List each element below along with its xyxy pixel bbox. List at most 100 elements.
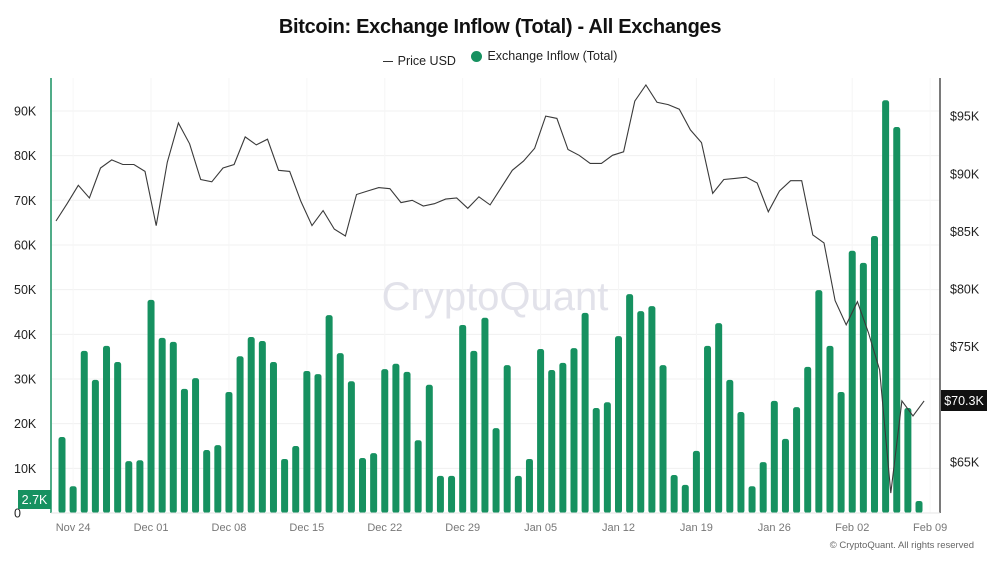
x-tick-label: Dec 01 [134, 522, 169, 534]
inflow-bar [503, 365, 511, 513]
inflow-bar [514, 475, 522, 513]
inflow-bar [548, 370, 556, 513]
inflow-bar [436, 475, 444, 513]
left-y-tick-label: 60K [14, 238, 37, 252]
svg-text:$70.3K: $70.3K [944, 394, 984, 408]
inflow-bar [481, 317, 489, 513]
inflow-bar [314, 374, 322, 513]
inflow-bar [247, 337, 255, 513]
inflow-bar [848, 250, 856, 513]
inflow-bar [425, 384, 433, 513]
inflow-bar [592, 408, 600, 513]
left-y-tick-label: 50K [14, 283, 37, 297]
inflow-bar [470, 350, 478, 513]
inflow-bar [815, 290, 823, 513]
inflow-bar [793, 407, 801, 513]
inflow-bar [681, 484, 689, 513]
inflow-bar [303, 370, 311, 513]
copyright-notice: © CryptoQuant. All rights reserved [829, 540, 974, 551]
chart-title: Bitcoin: Exchange Inflow (Total) - All E… [278, 16, 722, 38]
svg-text:2.7K: 2.7K [22, 493, 48, 507]
left-y-tick-label: 0 [14, 507, 21, 521]
inflow-bar [603, 402, 611, 513]
inflow-bar [359, 458, 367, 513]
x-tick-label: Nov 24 [56, 522, 91, 534]
legend-label-inflow: Exchange Inflow (Total) [487, 49, 618, 63]
x-tick-label: Jan 19 [680, 522, 713, 534]
legend-item-price[interactable]: Price USD [382, 54, 456, 68]
inflow-bar [537, 349, 545, 513]
inflow-bars [58, 100, 923, 513]
inflow-bar [581, 312, 589, 513]
x-tick-label: Jan 05 [524, 522, 557, 534]
inflow-bar [147, 299, 155, 513]
x-tick-label: Dec 15 [289, 522, 324, 534]
left-y-tick-label: 80K [14, 149, 37, 163]
inflow-bar [69, 486, 77, 513]
inflow-bar [180, 388, 188, 513]
left-y-ticks: 0 10K 20K 30K 40K 50K 60K 70K 80K 90K [14, 104, 37, 520]
inflow-bar [804, 366, 812, 513]
inflow-bar [91, 379, 99, 513]
inflow-bar [748, 486, 756, 513]
inflow-bar [336, 353, 344, 513]
right-value-badge: $70.3K [941, 390, 987, 411]
inflow-bar [626, 294, 634, 513]
inflow-bar [459, 324, 467, 513]
inflow-bar [492, 428, 500, 513]
inflow-bar [904, 408, 912, 513]
inflow-bar [381, 369, 389, 513]
right-y-tick-label: $90K [950, 167, 980, 181]
left-value-badge: 2.7K [18, 490, 51, 509]
x-tick-label: Dec 22 [367, 522, 402, 534]
inflow-bar [169, 341, 177, 513]
x-ticks: Nov 24 Dec 01 Dec 08 Dec 15 Dec 22 Dec 29 Jan … [56, 522, 948, 534]
inflow-bar [114, 362, 122, 513]
inflow-bar [269, 362, 277, 513]
legend-item-inflow[interactable]: Exchange Inflow (Total) [471, 49, 617, 63]
price-line [55, 84, 925, 494]
x-tick-label: Jan 26 [758, 522, 791, 534]
inflow-bar [370, 453, 378, 513]
watermark: CryptoQuant [382, 275, 609, 319]
inflow-bar [103, 345, 111, 513]
right-y-tick-label: $95K [950, 110, 980, 124]
left-y-tick-label: 90K [14, 104, 37, 118]
inflow-bar [737, 412, 745, 513]
inflow-bar [258, 341, 266, 513]
x-tick-label: Dec 08 [212, 522, 247, 534]
inflow-bar [325, 315, 333, 513]
inflow-bar [882, 100, 890, 513]
inflow-bar [692, 450, 700, 513]
left-y-tick-label: 30K [14, 372, 37, 386]
dot-swatch-icon [471, 50, 483, 62]
x-tick-label: Dec 29 [445, 522, 480, 534]
inflow-bar [225, 391, 233, 513]
inflow-bar [448, 475, 456, 513]
inflow-bar [759, 462, 767, 513]
inflow-bar [281, 458, 289, 513]
inflow-bar [915, 500, 923, 513]
inflow-bar [392, 363, 400, 513]
inflow-bar [615, 336, 622, 513]
inflow-bar [414, 440, 422, 513]
inflow-bar [203, 450, 211, 513]
chart-legend: Price USD Exchange Inflow (Total) [0, 49, 1000, 68]
right-y-ticks: $65K$70K$75K$80K$85K$90K$95K [950, 110, 980, 470]
line-swatch-icon [382, 60, 393, 62]
left-y-tick-label: 70K [14, 194, 37, 208]
inflow-bar [770, 400, 778, 513]
inflow-bar [559, 362, 567, 513]
inflow-bar [859, 262, 867, 513]
inflow-bar [837, 391, 845, 513]
inflow-bar [136, 460, 144, 513]
inflow-bar [58, 437, 66, 513]
inflow-bar [704, 345, 712, 513]
inflow-bar [726, 379, 734, 513]
inflow-bar [715, 323, 723, 513]
x-tick-label: Feb 09 [913, 522, 947, 534]
inflow-bar [525, 458, 533, 513]
inflow-bar [670, 475, 678, 513]
inflow-bar [214, 445, 222, 513]
